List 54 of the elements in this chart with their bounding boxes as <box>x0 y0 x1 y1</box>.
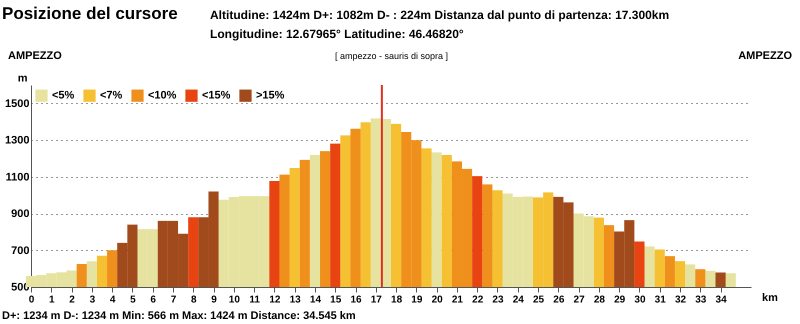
x-tick-label: 10 <box>228 294 240 306</box>
x-tick-label: 14 <box>310 294 322 306</box>
x-tick-label: 30 <box>634 294 646 306</box>
y-tick-label: 1500 <box>5 98 30 110</box>
x-tick-label: 23 <box>492 294 504 306</box>
x-tick-label: 12 <box>269 294 281 306</box>
x-tick-label: 8 <box>190 294 197 306</box>
y-tick-label: 900 <box>11 208 30 220</box>
x-tick-label: 17 <box>370 294 382 306</box>
x-tick-label: 16 <box>350 294 362 306</box>
x-tick-label: 18 <box>391 294 403 306</box>
legend-label: <5% <box>52 90 75 102</box>
text: Altitudine: 1424m D+: 1082m D- : 224m Distanza dal punto di partenza: 17.300km <box>210 8 670 22</box>
legend-label: <7% <box>100 90 123 102</box>
x-tick-label: 21 <box>452 294 464 306</box>
x-tick-label: 9 <box>211 294 218 306</box>
x-tick-label: 27 <box>574 294 586 306</box>
chart-title: Posizione del cursore <box>2 4 178 24</box>
text: Longitudine: 12.67965° Latitudine: 46.46820° <box>210 27 464 41</box>
text: D+: 1234 m D-: 1234 m Min: 566 m Max: 1424 m Distance: 34.545 km <box>2 310 356 322</box>
x-tick-label: 32 <box>674 294 687 306</box>
x-tick-label: 20 <box>432 294 444 306</box>
legend-label: >15% <box>256 90 285 102</box>
x-tick-label: 31 <box>654 294 666 306</box>
x-tick-label: 4 <box>110 294 116 306</box>
x-tick-label: 6 <box>150 294 156 306</box>
text: AMPEZZO <box>738 50 792 62</box>
x-tick-label: 22 <box>472 294 484 306</box>
x-tick-label: 33 <box>695 294 707 306</box>
text: AMPEZZO <box>8 50 62 62</box>
x-tick-label: 26 <box>553 294 565 306</box>
x-tick-label: 7 <box>170 294 177 306</box>
x-tick-label: 5 <box>130 294 136 306</box>
y-axis-title: m <box>18 72 28 84</box>
x-tick-label: 34 <box>716 294 728 306</box>
x-tick-label: 24 <box>512 294 524 306</box>
x-tick-label: 19 <box>411 294 423 306</box>
text: [ ampezzo - sauris di sopra ] <box>335 51 448 61</box>
legend-label: <15% <box>202 90 231 102</box>
legend-label: <10% <box>148 90 177 102</box>
x-tick-label: 2 <box>69 294 76 306</box>
x-tick-label: 0 <box>28 294 35 306</box>
x-tick-label: 25 <box>532 294 545 306</box>
y-tick-label: 700 <box>11 244 30 257</box>
x-axis-title: km <box>762 292 778 304</box>
x-tick-label: 11 <box>249 294 260 306</box>
x-tick-label: 13 <box>290 294 302 306</box>
x-tick-label: 28 <box>594 294 606 306</box>
x-tick-label: 15 <box>330 294 342 306</box>
x-tick-label: 29 <box>614 294 626 306</box>
x-tick-label: 1 <box>49 294 55 306</box>
x-tick-label: 3 <box>90 294 96 306</box>
y-tick-label: 1300 <box>5 134 30 147</box>
y-tick-label: 1100 <box>6 171 30 184</box>
